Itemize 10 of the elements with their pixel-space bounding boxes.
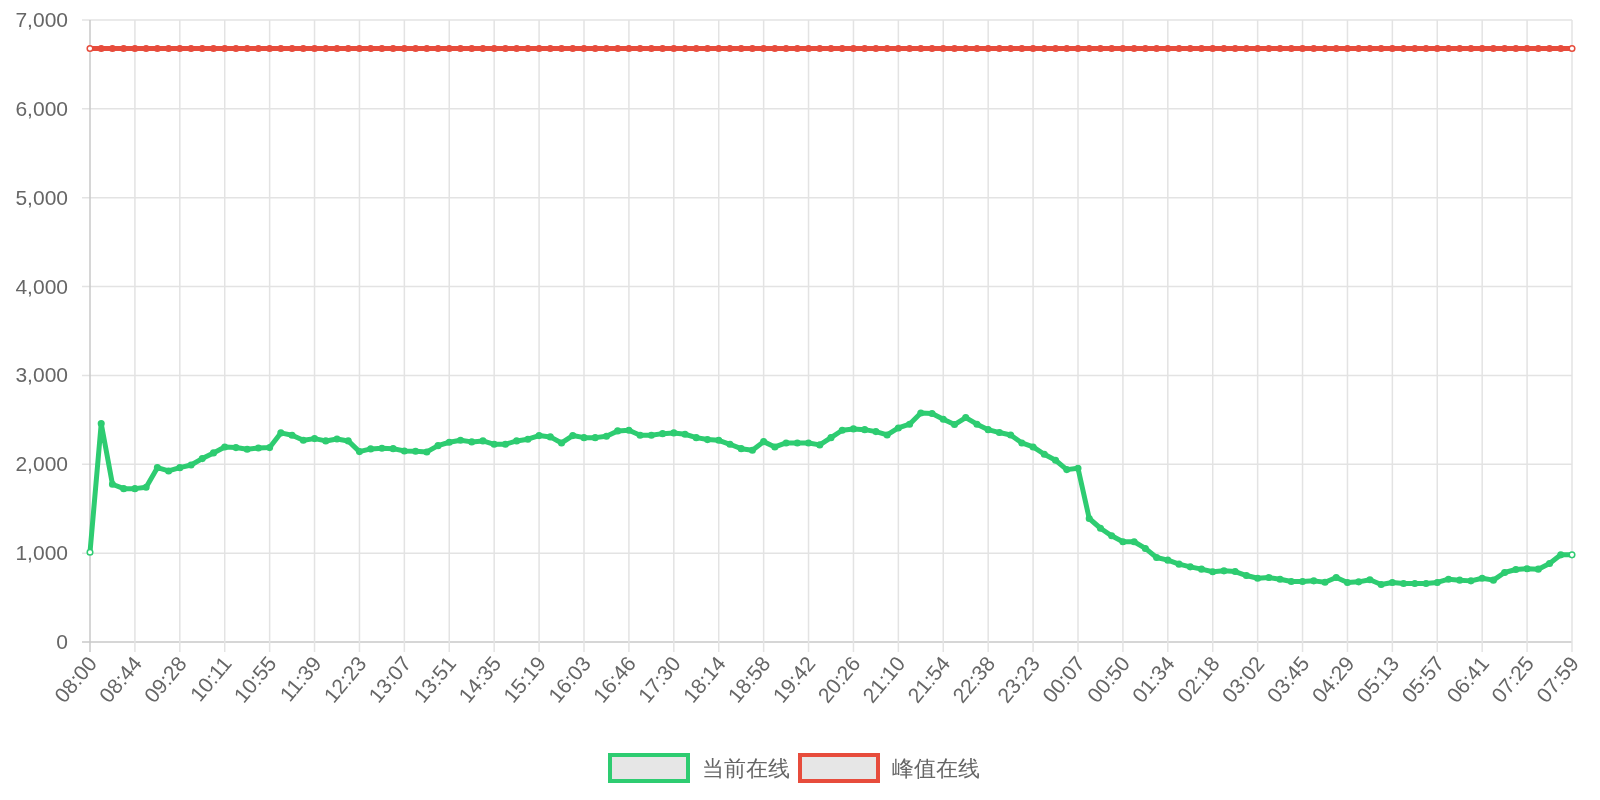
y-tick-label: 3,000 — [15, 363, 68, 387]
y-tick-label: 6,000 — [15, 96, 68, 120]
y-tick-label: 2,000 — [15, 452, 68, 476]
y-tick-label: 1,000 — [15, 541, 68, 565]
y-tick-label: 5,000 — [15, 185, 68, 209]
legend-label: 峰值在线 — [892, 756, 980, 781]
legend-label: 当前在线 — [702, 756, 790, 781]
y-tick-label: 0 — [56, 630, 68, 653]
y-tick-label: 7,000 — [15, 8, 68, 31]
y-tick-label: 4,000 — [15, 274, 68, 298]
